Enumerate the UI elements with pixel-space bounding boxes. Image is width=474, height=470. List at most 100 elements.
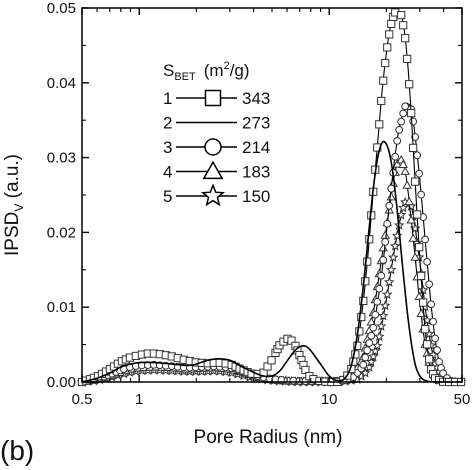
series-1-marker [417,271,426,281]
series-1-marker [357,312,366,322]
series-4-marker [408,233,418,242]
legend-entry-2: 2 273 [163,114,270,133]
series-1-marker [267,356,276,365]
series-1-marker [365,235,374,244]
series-4-marker [416,308,426,317]
series-3-marker [411,133,420,141]
series-5-marker [373,330,385,342]
series-1-marker [425,355,434,364]
axes-layer: 0.5 1 10 50 0.00 0.01 0.02 0.03 0.04 0.05 [47,0,471,408]
series-3-marker [391,152,400,161]
legend-entries: 1 343 2 273 3 214 4 183 5 150 [163,89,270,207]
legend-marker-circle [204,138,222,156]
series-5-marker [367,350,379,362]
y-tick-label: 0.04 [47,75,76,92]
series-1-marker [377,96,386,106]
series-3-marker [413,151,422,160]
legend-value: 150 [242,187,270,206]
series-2-line [81,140,454,383]
legend-series-id: 1 [163,89,172,108]
legend-marker-square [204,89,222,107]
series-5-marker [381,288,393,300]
legend-series-id: 4 [163,163,172,182]
series-3-marker [433,346,442,355]
x-tick-label: 50 [454,391,471,408]
series-3-marker [379,256,388,264]
series-1-marker [387,19,396,28]
series-3-marker [369,323,378,332]
x-tick-label: 0.5 [72,391,93,408]
series-1-marker [403,54,412,64]
series-3-marker [397,117,406,126]
series-5-marker [397,202,409,213]
series-3-marker [365,339,374,347]
series-3-marker [399,109,408,118]
series-1-marker [421,325,430,334]
series-3-marker [367,331,376,340]
y-tick-label: 0.00 [47,374,76,391]
series-4-marker [386,192,396,201]
series-5-marker [379,300,391,311]
series-4-marker [398,159,408,168]
legend-series-id: 3 [163,138,172,157]
series-1-marker [401,34,410,43]
series-3-marker [417,190,426,199]
series-1-marker [355,327,364,336]
series-3-marker [421,235,430,244]
y-axis-label: IPSDV (a.u.) [2,154,26,256]
series-3-marker [375,284,384,293]
legend-series-id: 5 [163,187,172,206]
series-3-marker [393,136,402,145]
legend-marker-star [200,183,226,207]
panel-label: (b) [0,435,34,466]
legend-series-id: 2 [163,114,172,133]
series-1-marker [397,11,406,20]
series-5-marker [377,310,389,321]
series-1-marker [379,76,388,85]
series-1-marker [415,243,424,252]
y-tick-label: 0.05 [47,0,76,17]
series-5-marker [383,276,395,287]
y-tick-label: 0.01 [47,299,76,316]
x-tick-label: 10 [321,391,338,408]
series-3-marker [427,300,436,309]
series-1-marker [385,30,394,39]
y-tick-label: 0.03 [47,150,76,167]
series-1-marker [405,80,414,89]
legend-title: SBET (m2/g) [163,60,250,83]
legend-value: 183 [242,163,270,182]
series-5-marker [375,320,387,331]
series-1-marker [411,177,420,186]
series-1-marker [381,58,390,68]
series-1 [77,8,466,387]
series-1-marker [361,277,370,286]
series-5-marker [385,264,397,275]
series-4-marker [410,252,420,261]
series-3-marker [373,297,382,306]
series-5-marker [387,251,399,263]
series-3-marker [429,317,438,326]
series-5-marker [417,284,429,295]
legend-value: 273 [242,114,270,133]
legend-value: 214 [242,138,270,157]
series-3-marker [385,201,394,210]
series-2 [81,140,454,383]
series-3-marker [431,334,440,343]
series-4-marker [402,180,412,189]
series-3-marker [377,271,386,280]
x-tick-label: 1 [135,391,143,408]
series-5-marker [369,345,381,356]
series-3-marker [371,310,380,319]
legend-value: 343 [242,89,270,108]
series-3-marker [423,257,432,266]
series-3-marker [415,169,424,178]
series-5-marker [371,340,383,351]
series-5-marker [365,356,377,367]
series-1-marker [353,341,362,350]
plot-area [82,8,462,382]
series-3-marker [359,360,368,369]
series-5-marker [389,240,401,251]
series-1-marker [423,340,432,349]
legend-entry-5: 5 150 [163,183,270,207]
